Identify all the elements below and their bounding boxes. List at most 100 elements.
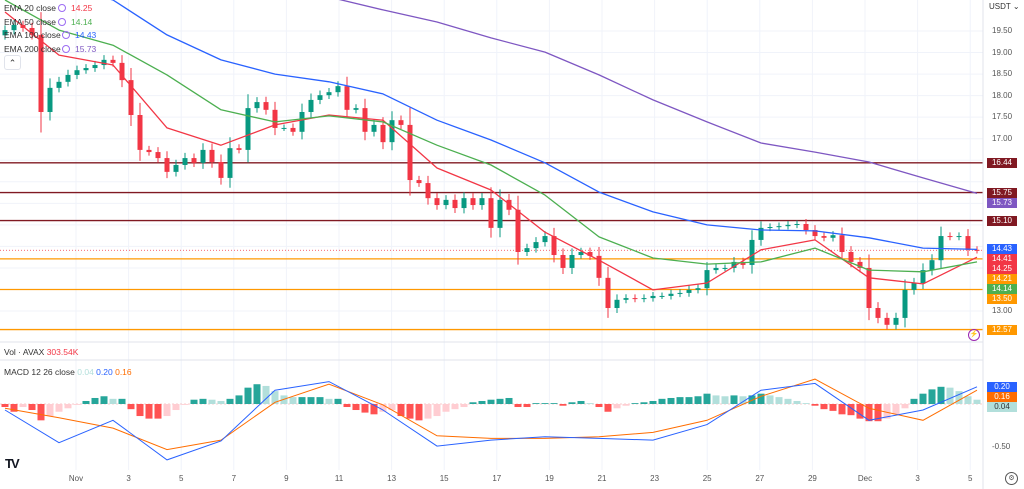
macd-histogram-bar: [496, 398, 504, 404]
macd-histogram-bar: [28, 404, 36, 411]
collapse-legend-button[interactable]: ⌃: [4, 55, 21, 70]
settings-ring-icon[interactable]: [62, 44, 70, 53]
macd-histogram-bar: [550, 403, 558, 404]
candle-body: [947, 236, 953, 238]
candle-body: [650, 295, 656, 299]
candle-body: [569, 255, 575, 268]
macd-histogram-bar: [946, 387, 954, 404]
volume-label[interactable]: Vol · AVAX 303.54K: [4, 347, 78, 357]
candle-body: [677, 292, 683, 294]
macd-histogram-bar: [802, 403, 810, 404]
macd-histogram-bar: [541, 403, 549, 404]
macd-histogram-bar: [775, 397, 783, 404]
candle-body: [218, 161, 224, 178]
legend-ema50[interactable]: EMA 50 close 14.14: [4, 15, 96, 29]
macd-histogram-bar: [487, 399, 495, 404]
macd-histogram-bar: [559, 404, 567, 406]
macd-histogram-bar: [424, 404, 432, 419]
price-badge: 14.25: [987, 264, 1017, 275]
time-axis-label: 27: [755, 474, 765, 483]
macd-histogram-bar: [676, 397, 684, 404]
macd-histogram-bar: [739, 396, 747, 404]
candle-body: [56, 81, 62, 88]
candle-body: [380, 124, 386, 143]
macd-histogram-bar: [316, 397, 324, 404]
macd-histogram-bar: [685, 397, 693, 404]
macd-histogram-bar: [829, 404, 837, 411]
lightning-icon[interactable]: ⚡: [968, 329, 980, 341]
legend-ema200[interactable]: EMA 200 close 15.73: [4, 42, 96, 56]
macd-histogram-bar: [334, 398, 342, 404]
macd-histogram-bar: [91, 397, 99, 404]
macd-histogram-bar: [586, 403, 594, 404]
price-axis-label: 17.50: [992, 112, 1013, 122]
candle-body: [443, 199, 449, 206]
settings-ring-icon[interactable]: [62, 31, 70, 40]
macd-histogram-bar: [712, 395, 720, 404]
candle-body: [74, 70, 80, 75]
candle-body: [272, 109, 278, 128]
macd-histogram-bar: [604, 404, 612, 412]
candle-body: [839, 235, 845, 253]
macd-histogram-bar: [568, 402, 576, 404]
candle-body: [515, 209, 521, 253]
price-axis-label: 18.00: [992, 90, 1013, 100]
candle-body: [308, 99, 314, 112]
macd-signal-line: [4, 378, 978, 451]
legend-ema20[interactable]: EMA 20 close 14.25: [4, 1, 96, 15]
settings-ring-icon[interactable]: [58, 17, 66, 26]
candle-body: [281, 127, 287, 129]
macd-signal-value: 0.16: [115, 367, 132, 377]
macd-histogram-bar: [622, 404, 630, 406]
tradingview-logo[interactable]: TV: [5, 456, 20, 471]
candle-body: [191, 158, 197, 163]
candle-body: [182, 158, 188, 165]
macd-histogram-bar: [442, 404, 450, 412]
macd-histogram-bar: [901, 404, 909, 409]
macd-histogram-bar: [730, 395, 738, 404]
candle-body: [137, 115, 143, 150]
candle-body: [965, 236, 971, 250]
ema-line-ema200: [338, 0, 978, 195]
candle-body: [416, 180, 422, 184]
legend-name: EMA 200 close: [4, 43, 61, 54]
candle-body: [722, 267, 728, 269]
macd-histogram-bar: [460, 404, 468, 408]
time-axis-label: 29: [807, 474, 817, 483]
macd-histogram-bar: [253, 384, 261, 404]
candle-body: [335, 86, 341, 93]
ema-line-ema20: [4, 11, 978, 291]
price-badge: 14.14: [987, 284, 1017, 295]
macd-histogram-bar: [451, 404, 459, 410]
macd-histogram-bar: [928, 389, 936, 404]
indicator-legend: EMA 20 close 14.25 EMA 50 close 14.14 EMA …: [4, 1, 96, 56]
macd-histogram-bar: [55, 404, 63, 412]
legend-value: 14.43: [75, 30, 97, 41]
macd-label[interactable]: MACD 12 26 close 0.04 0.20 0.16: [4, 367, 132, 377]
chevron-down-icon: ⌄: [1012, 2, 1020, 11]
macd-axis-label: -0.50: [992, 442, 1011, 451]
macd-histogram-bar: [667, 397, 675, 404]
price-badge: 13.50: [987, 294, 1017, 305]
legend-ema100[interactable]: EMA 100 close 14.43: [4, 28, 96, 42]
candle-body: [119, 62, 125, 81]
currency-dropdown[interactable]: USDT ⌄: [989, 2, 1020, 11]
time-axis-label: 5: [178, 474, 184, 483]
macd-line: [4, 381, 978, 461]
macd-histogram-bar: [892, 404, 900, 415]
settings-icon[interactable]: ⚙: [1005, 472, 1018, 485]
price-axis-label: 19.00: [992, 47, 1013, 57]
price-axis-label: 17.00: [992, 133, 1013, 143]
candle-body: [614, 299, 620, 309]
macd-hist-value: 0.04: [77, 367, 94, 377]
candle-body: [524, 248, 530, 253]
candle-body: [47, 87, 53, 112]
candle-body: [434, 198, 440, 206]
macd-histogram-bar: [244, 387, 252, 404]
candle-body: [173, 164, 179, 172]
settings-ring-icon[interactable]: [58, 3, 66, 12]
candle-body: [578, 252, 584, 256]
time-axis-label: 15: [439, 474, 449, 483]
macd-histogram-bar: [757, 393, 765, 404]
